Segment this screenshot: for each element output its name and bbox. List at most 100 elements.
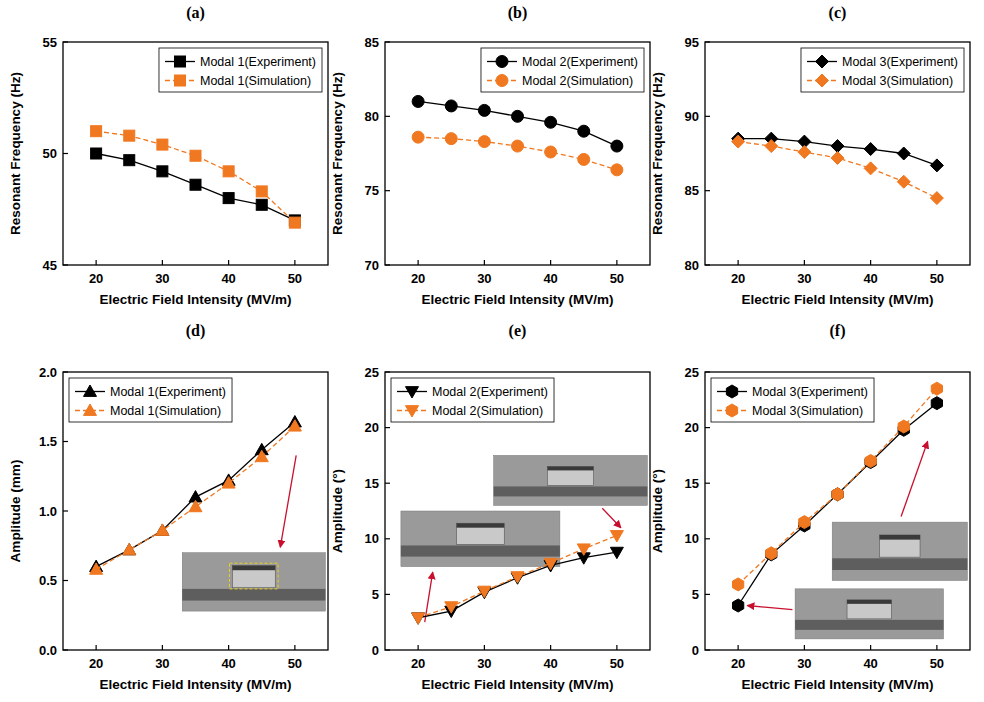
x-tick: [418, 260, 419, 265]
y-axis-title: Resonant Frequency (Hz): [330, 72, 345, 235]
inset-photo-detail: [547, 466, 593, 470]
y-tick-label: 5: [372, 587, 379, 602]
data-point: [223, 166, 234, 177]
data-point: [90, 563, 103, 574]
x-tick: [228, 645, 229, 650]
legend-marker: [815, 74, 828, 87]
data-point: [222, 477, 235, 488]
x-tick: [162, 645, 163, 650]
y-tick: [385, 483, 390, 484]
series-line: [96, 422, 295, 567]
legend-marker: [726, 385, 737, 398]
plot-frame: [705, 372, 970, 650]
x-tick: [870, 260, 871, 265]
y-tick: [63, 580, 68, 581]
x-tick-label: 40: [221, 656, 235, 671]
inset-photo-detail: [880, 535, 921, 540]
legend: Modal 3(Experiment)Modal 3(Simulation): [711, 378, 874, 422]
x-tick: [484, 260, 485, 265]
legend-marker: [174, 56, 185, 67]
y-tick: [63, 649, 68, 650]
data-point: [831, 151, 844, 164]
y-tick-label: 70: [365, 258, 379, 273]
y-tick: [63, 371, 68, 372]
legend-marker: [84, 385, 97, 396]
x-tick: [550, 260, 551, 265]
data-point: [512, 110, 524, 122]
x-tick-label: 50: [610, 656, 624, 671]
x-tick-label: 20: [89, 656, 103, 671]
data-point: [832, 488, 843, 501]
data-point: [288, 420, 301, 431]
series-line: [738, 403, 937, 605]
inset-photo-detail: [547, 466, 593, 485]
x-tick-label: 40: [543, 271, 557, 286]
y-tick-label: 0.5: [39, 573, 57, 588]
inset-photo: [795, 589, 943, 639]
series-line: [96, 154, 295, 221]
legend-box: [481, 48, 644, 92]
x-axis-title: Electric Field Intensity (MV/m): [99, 677, 291, 692]
legend-label: Modal 3(Simulation): [842, 74, 953, 88]
series-line: [96, 131, 295, 222]
x-tick-label: 30: [155, 271, 169, 286]
inset-arrow: [602, 508, 621, 527]
data-point: [799, 516, 810, 529]
data-point: [256, 199, 267, 210]
y-tick: [705, 190, 710, 191]
legend-label: Modal 3(Experiment): [752, 385, 868, 399]
x-tick: [616, 645, 617, 650]
x-tick: [96, 260, 97, 265]
x-tick-label: 20: [89, 271, 103, 286]
x-tick: [738, 260, 739, 265]
panel: (c)8085909520304050Electric Field Intens…: [650, 4, 970, 307]
y-tick: [705, 483, 710, 484]
legend: Modal 1(Experiment)Modal 1(Simulation): [159, 48, 322, 92]
inset-photo-detail: [232, 566, 275, 571]
y-tick: [705, 427, 710, 428]
plot-data: [732, 132, 944, 204]
x-tick-label: 30: [155, 656, 169, 671]
data-point: [578, 153, 590, 165]
legend-marker: [406, 387, 419, 398]
data-point: [412, 613, 425, 624]
y-tick-label: 85: [365, 35, 379, 50]
legend-box: [391, 378, 554, 422]
panel-title: (c): [829, 4, 847, 22]
inset-photo-detail: [182, 589, 325, 601]
panel: (b)7075808520304050Electric Field Intens…: [330, 4, 650, 307]
y-tick: [705, 649, 710, 650]
data-point: [478, 136, 490, 148]
x-tick-label: 20: [731, 656, 745, 671]
data-point: [545, 116, 557, 128]
y-tick: [705, 41, 710, 42]
x-tick: [294, 260, 295, 265]
x-tick-label: 30: [477, 271, 491, 286]
data-point: [412, 131, 424, 143]
x-tick-label: 50: [288, 271, 302, 286]
x-tick: [870, 645, 871, 650]
panel-title: (a): [186, 4, 205, 22]
x-tick: [550, 645, 551, 650]
data-point: [732, 599, 743, 612]
y-tick: [385, 116, 390, 117]
data-point: [930, 192, 943, 205]
data-point: [765, 140, 778, 153]
legend-label: Modal 1(Experiment): [200, 55, 316, 69]
x-tick-label: 50: [610, 271, 624, 286]
data-point: [156, 524, 169, 535]
data-point: [123, 543, 136, 554]
panel: (d)0.00.51.01.52.020304050Electric Field…: [8, 322, 328, 692]
plot-frame: [63, 42, 328, 265]
x-tick-label: 40: [863, 271, 877, 286]
data-point: [189, 500, 202, 511]
data-point: [445, 133, 457, 145]
data-point: [766, 547, 777, 560]
y-tick-label: 10: [365, 531, 379, 546]
legend: Modal 3(Experiment)Modal 3(Simulation): [801, 48, 964, 92]
y-tick-label: 15: [685, 476, 699, 491]
x-tick-label: 30: [477, 656, 491, 671]
y-tick: [385, 190, 390, 191]
data-point: [91, 126, 102, 137]
data-point: [577, 544, 590, 555]
